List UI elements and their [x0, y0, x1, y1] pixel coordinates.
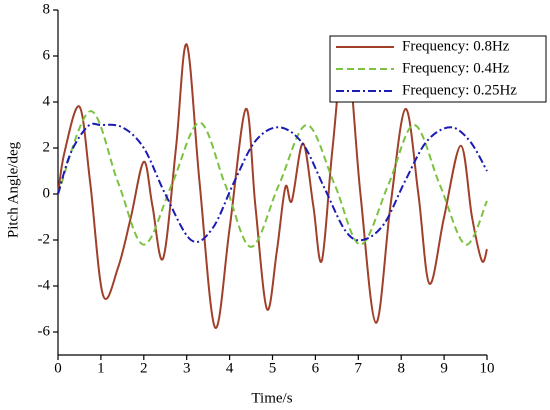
y-axis-label: Pitch Angle/deg	[5, 141, 21, 238]
legend-label: Frequency: 0.4Hz	[402, 60, 510, 76]
y-tick-label: -2	[38, 231, 51, 247]
line-series	[57, 110, 488, 248]
x-tick-label: 1	[97, 360, 105, 376]
y-tick-label: 2	[43, 139, 51, 155]
y-tick-label: -6	[38, 323, 51, 339]
y-tick-label: -4	[38, 277, 51, 293]
x-tick-label: 3	[183, 360, 191, 376]
x-axis-label: Time/s	[251, 390, 292, 406]
x-tick-label: 8	[397, 360, 405, 376]
legend: Frequency: 0.8Hz Frequency: 0.4Hz Frequenc…	[329, 35, 547, 103]
y-tick-label: 0	[43, 185, 51, 201]
y-tick-label: 4	[43, 93, 51, 109]
line-series	[57, 122, 488, 243]
y-tick-label: 8	[43, 1, 51, 17]
x-tick-label: 5	[269, 360, 277, 376]
x-tick-label: 10	[480, 360, 495, 376]
legend-label: Frequency: 0.8Hz	[402, 38, 510, 54]
x-tick-label: 6	[312, 360, 320, 376]
x-tick-label: 0	[54, 360, 62, 376]
x-tick-label: 9	[440, 360, 448, 376]
line-series	[57, 40, 488, 329]
y-tick-label: 6	[43, 47, 51, 63]
x-tick-label: 2	[140, 360, 148, 376]
x-tick-label: 7	[355, 360, 363, 376]
legend-label: Frequency: 0.25Hz	[402, 82, 517, 98]
x-tick-label: 4	[226, 360, 234, 376]
